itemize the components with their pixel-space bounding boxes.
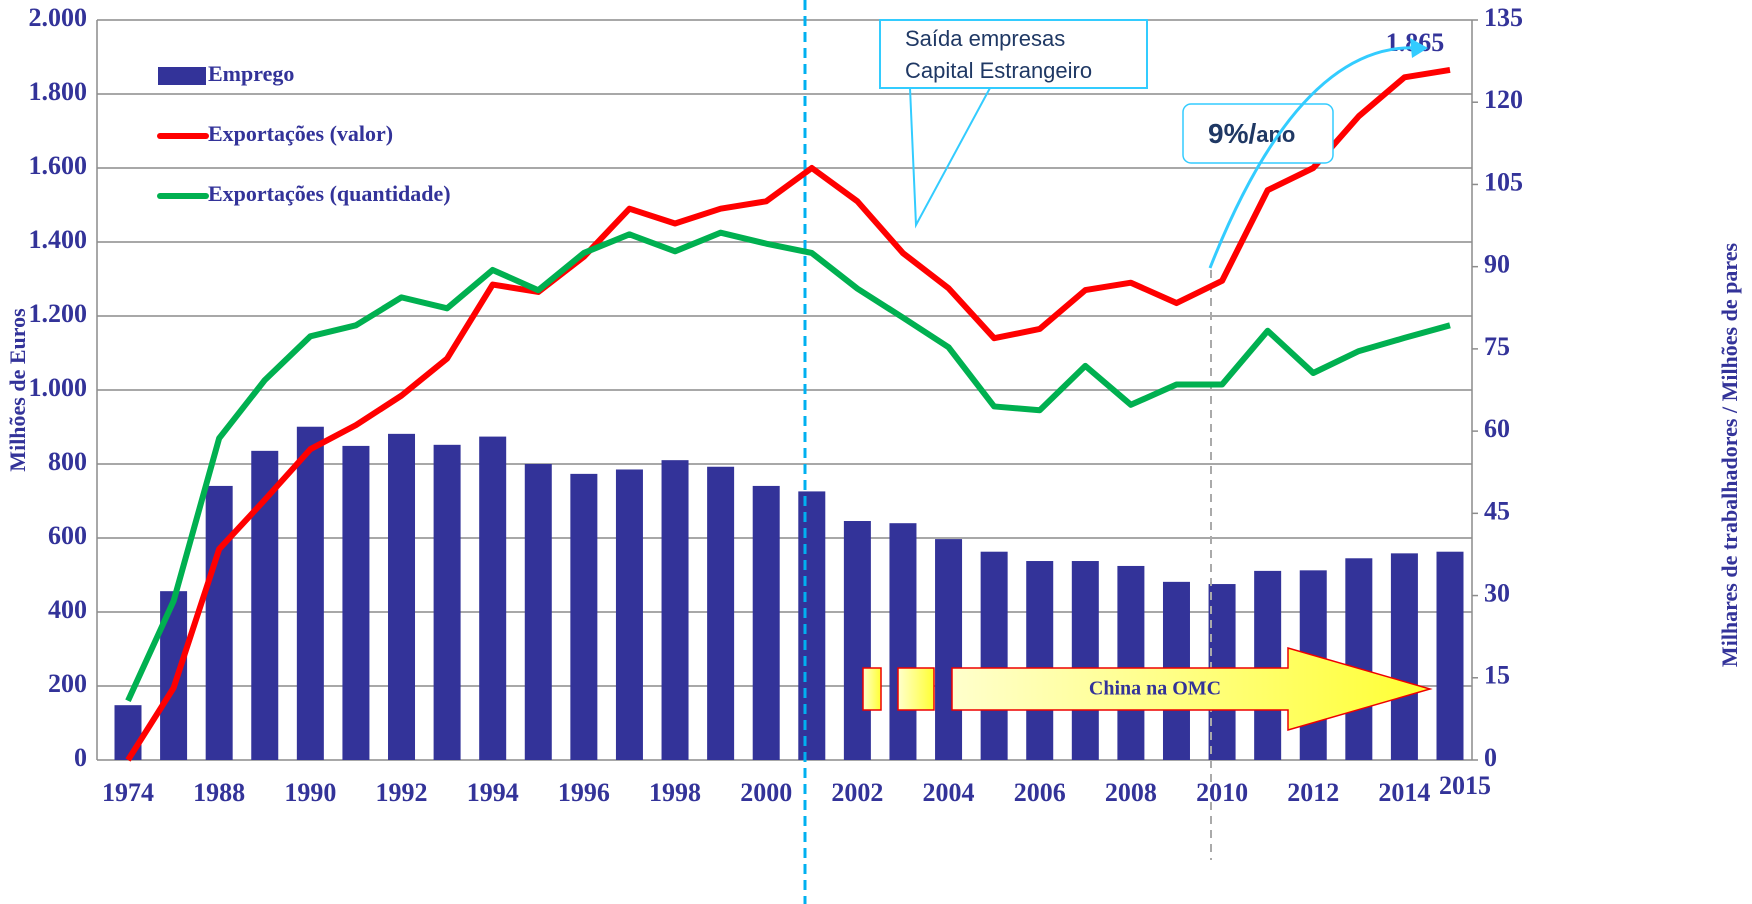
x-tick-label: 2015 [1439,771,1491,800]
bar [1390,553,1418,760]
x-tick-label: 1994 [467,778,519,807]
y-tick-label: 400 [48,595,87,624]
y-axis-label: Milhões de Euros [5,308,30,472]
bar [205,485,233,760]
bar [935,539,963,760]
x-tick-label: 1992 [376,778,428,807]
annotation: China na OMC [1089,678,1221,700]
bar [1026,561,1054,760]
bar [752,485,780,760]
x-tick-label: 2006 [1014,778,1066,807]
legend-label: Exportações (quantidade) [208,181,451,206]
y-tick-label: 1.200 [29,299,88,328]
x-tick-label: 2004 [923,778,975,807]
bar [707,466,735,760]
bar [1345,558,1373,760]
annotation: ano [1256,122,1295,147]
y2-tick-label: 30 [1484,579,1510,608]
y2-tick-label: 90 [1484,250,1510,279]
legend-label: Emprego [208,61,294,86]
annotation: 9%/ [1208,118,1256,149]
y-tick-label: 0 [74,743,87,772]
x-tick-label: 1996 [558,778,610,807]
y2-tick-label: 75 [1484,332,1510,361]
x-tick-label: 2000 [740,778,792,807]
bar [1071,561,1099,760]
line [125,229,1451,703]
annotation: 9%/ano [1208,118,1295,149]
y-tick-label: 1.400 [29,225,88,254]
y2-tick-label: 60 [1484,414,1510,443]
y2-tick-label: 120 [1484,85,1523,114]
y2-tick-label: 105 [1484,167,1523,196]
y2-axis-label: Milhares de trabalhadores / Milhões de p… [1717,243,1742,668]
legend-label: Exportações (valor) [208,121,393,146]
growth-box: 9%/ano [1182,38,1428,269]
bar [342,445,370,760]
x-tick-label: 2010 [1196,778,1248,807]
bar [980,551,1008,760]
x-tick-label: 1974 [102,778,154,807]
annotation: Capital Estrangeiro [905,58,1092,83]
bar [114,705,142,760]
bar [889,523,917,760]
bar [433,444,461,760]
lines: 1.865 [125,28,1451,762]
bar [798,491,826,760]
y2-tick-label: 135 [1484,3,1523,32]
bar [570,473,598,760]
bar [479,436,507,760]
y-tick-label: 1.600 [29,151,88,180]
arrow-head [1410,38,1428,58]
callout-box: Saída empresas Capital Estrangeiro [879,19,1148,229]
y2-tick-label: 15 [1484,661,1510,690]
growth-arrow [1208,46,1421,269]
legend-swatch [158,67,206,85]
x-tick-label: 1998 [649,778,701,807]
bar [661,460,689,760]
bar [1436,551,1464,760]
bar [388,433,416,760]
axes: 02004006008001.0001.2001.4001.6001.8002.… [29,3,1524,807]
y-tick-label: 200 [48,669,87,698]
bar [1254,570,1282,760]
bar [615,469,643,760]
y2-tick-label: 0 [1484,743,1497,772]
x-tick-label: 2014 [1378,778,1430,807]
bar [296,426,324,760]
legend: Emprego Exportações (valor) Exportações (q… [157,61,451,206]
y-tick-label: 2.000 [29,3,88,32]
x-tick-label: 2008 [1105,778,1157,807]
annotation: Saída empresas [905,26,1065,51]
y-tick-label: 1.800 [29,77,88,106]
line [125,66,1451,762]
bar [524,464,552,760]
bar [1117,565,1145,760]
y2-tick-label: 45 [1484,496,1510,525]
y-tick-label: 1.000 [29,373,88,402]
x-tick-label: 2012 [1287,778,1339,807]
bar [843,521,871,760]
x-tick-label: 1988 [193,778,245,807]
y-tick-label: 800 [48,447,87,476]
grid [97,19,1472,761]
x-tick-label: 1990 [284,778,336,807]
x-tick-label: 2002 [831,778,883,807]
y-tick-label: 600 [48,521,87,550]
china-arrow: China na OMC [862,647,1433,731]
